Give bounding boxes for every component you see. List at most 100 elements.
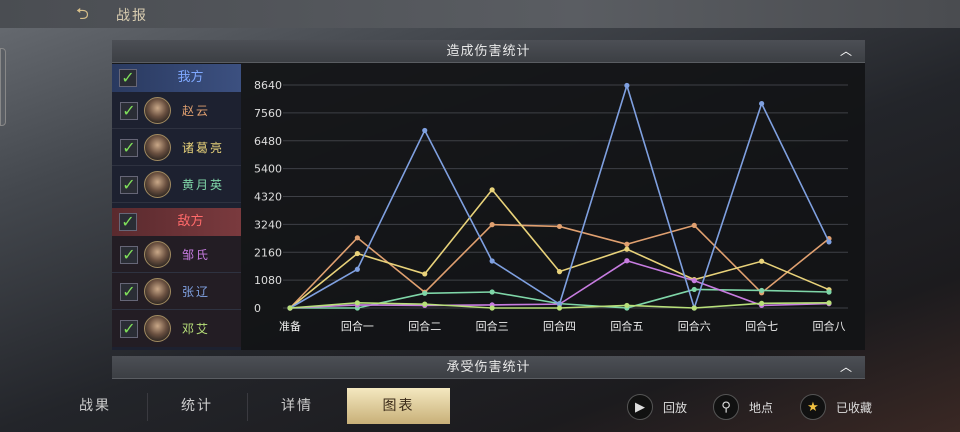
data-point xyxy=(556,223,563,230)
damage-taken-header[interactable]: 承受伤害统计 ︿ xyxy=(112,356,865,379)
y-tick-label: 0 xyxy=(254,302,261,315)
y-tick-label: 7560 xyxy=(254,107,282,120)
data-point xyxy=(556,269,563,275)
tab-statistics[interactable]: 统计 xyxy=(181,398,213,414)
checkbox[interactable]: ✓ xyxy=(120,283,138,301)
group-ally[interactable]: ✓ 我方 xyxy=(112,64,241,92)
back-arrow-icon[interactable]: ⮌ xyxy=(76,4,89,23)
bottom-bar: 战果 统计 详情 图表 ▶ 回放 ⚲ 地点 ★ 已收藏 xyxy=(0,388,960,432)
data-point xyxy=(759,287,765,294)
page-title: 战报 xyxy=(116,8,148,24)
data-point xyxy=(624,82,630,89)
checkbox-ally[interactable]: ✓ xyxy=(119,69,137,87)
divider xyxy=(247,393,248,421)
y-tick-label: 4320 xyxy=(254,191,282,204)
data-point xyxy=(354,300,360,306)
tab-results[interactable]: 战果 xyxy=(79,398,111,414)
avatar xyxy=(144,241,171,268)
tab-details[interactable]: 详情 xyxy=(281,398,313,414)
x-tick-label: 回合三 xyxy=(476,319,509,333)
favorite-label: 已收藏 xyxy=(836,400,873,415)
top-bar xyxy=(0,0,960,28)
data-point xyxy=(826,289,832,295)
data-point xyxy=(691,278,697,284)
x-tick-label: 回合六 xyxy=(678,319,711,333)
list-item[interactable]: ✓ 黄月英 xyxy=(112,166,241,203)
x-tick-label: 回合五 xyxy=(610,319,643,333)
damage-taken-title: 承受伤害统计 xyxy=(446,360,531,375)
series-line-赵云 xyxy=(289,223,830,309)
y-tick-label: 8640 xyxy=(254,79,282,92)
data-point xyxy=(489,258,495,264)
data-point xyxy=(759,258,765,264)
x-tick-label: 回合四 xyxy=(543,319,576,333)
list-item[interactable]: ✓ 赵云 xyxy=(112,92,241,129)
checkbox[interactable]: ✓ xyxy=(120,139,138,157)
unit-filter-list: ✓ 我方 ✓ 赵云 ✓ 诸葛亮 ✓ 黄月英 ✓ 敌方 ✓ 邹氏 ✓ 张辽 ✓ 邓艾 xyxy=(112,64,241,350)
checkbox[interactable]: ✓ xyxy=(120,102,138,120)
tab-chart[interactable]: 图表 xyxy=(347,388,450,424)
data-point xyxy=(691,222,697,229)
checkbox[interactable]: ✓ xyxy=(120,176,138,194)
side-drawer-handle[interactable] xyxy=(0,48,6,126)
x-tick-label: 回合八 xyxy=(813,319,846,333)
unit-name: 黄月英 xyxy=(182,178,225,192)
list-item[interactable]: ✓ 张辽 xyxy=(112,273,241,310)
avatar xyxy=(144,97,171,124)
x-tick-label: 回合二 xyxy=(408,319,441,333)
data-point xyxy=(624,246,630,252)
list-item[interactable]: ✓ 诸葛亮 xyxy=(112,129,241,166)
data-point xyxy=(422,290,428,296)
location-pin-icon: ⚲ xyxy=(713,394,739,420)
data-point xyxy=(287,305,293,311)
data-point xyxy=(759,300,765,306)
unit-name: 张辽 xyxy=(182,285,211,299)
unit-name: 邹氏 xyxy=(182,248,211,262)
divider xyxy=(147,393,148,421)
data-point xyxy=(422,271,428,277)
y-tick-label: 1080 xyxy=(254,274,282,287)
x-tick-label: 准备 xyxy=(279,319,301,333)
avatar xyxy=(144,278,171,305)
y-tick-label: 5400 xyxy=(254,163,282,176)
data-point xyxy=(354,235,360,241)
checkbox[interactable]: ✓ xyxy=(120,320,138,338)
checkbox-enemy[interactable]: ✓ xyxy=(119,213,137,231)
data-point xyxy=(624,302,630,309)
x-tick-label: 回合七 xyxy=(745,319,778,333)
star-icon: ★ xyxy=(800,394,826,420)
data-point xyxy=(624,258,630,264)
favorite-button[interactable]: ★ 已收藏 xyxy=(800,394,872,420)
data-point xyxy=(354,250,360,257)
group-enemy[interactable]: ✓ 敌方 xyxy=(112,208,241,236)
replay-label: 回放 xyxy=(663,400,688,415)
damage-dealt-title: 造成伤害统计 xyxy=(446,44,531,59)
data-point xyxy=(422,301,428,307)
damage-dealt-header[interactable]: 造成伤害统计 ︿ xyxy=(112,40,865,63)
location-label: 地点 xyxy=(749,400,774,415)
group-label: 敌方 xyxy=(177,214,204,229)
list-item[interactable]: ✓ 邓艾 xyxy=(112,310,241,347)
y-tick-label: 3240 xyxy=(254,218,282,231)
checkbox[interactable]: ✓ xyxy=(120,246,138,264)
data-point xyxy=(691,286,697,293)
series-line-邹氏 xyxy=(289,259,830,309)
data-point xyxy=(489,289,495,295)
list-item[interactable]: ✓ 邹氏 xyxy=(112,236,241,273)
data-point xyxy=(489,222,495,228)
unit-name: 邓艾 xyxy=(182,322,211,336)
unit-name: 赵云 xyxy=(182,104,211,118)
location-button[interactable]: ⚲ 地点 xyxy=(713,394,773,420)
data-point xyxy=(691,305,697,311)
data-point xyxy=(759,100,765,107)
y-tick-label: 6480 xyxy=(254,135,282,148)
data-point xyxy=(556,301,563,307)
replay-button[interactable]: ▶ 回放 xyxy=(627,394,687,420)
chevron-up-icon[interactable]: ︿ xyxy=(839,360,853,374)
chevron-up-icon[interactable]: ︿ xyxy=(839,44,853,58)
data-point xyxy=(624,241,630,247)
data-point xyxy=(826,239,832,245)
x-tick-label: 回合一 xyxy=(341,319,374,333)
data-point xyxy=(489,187,495,193)
